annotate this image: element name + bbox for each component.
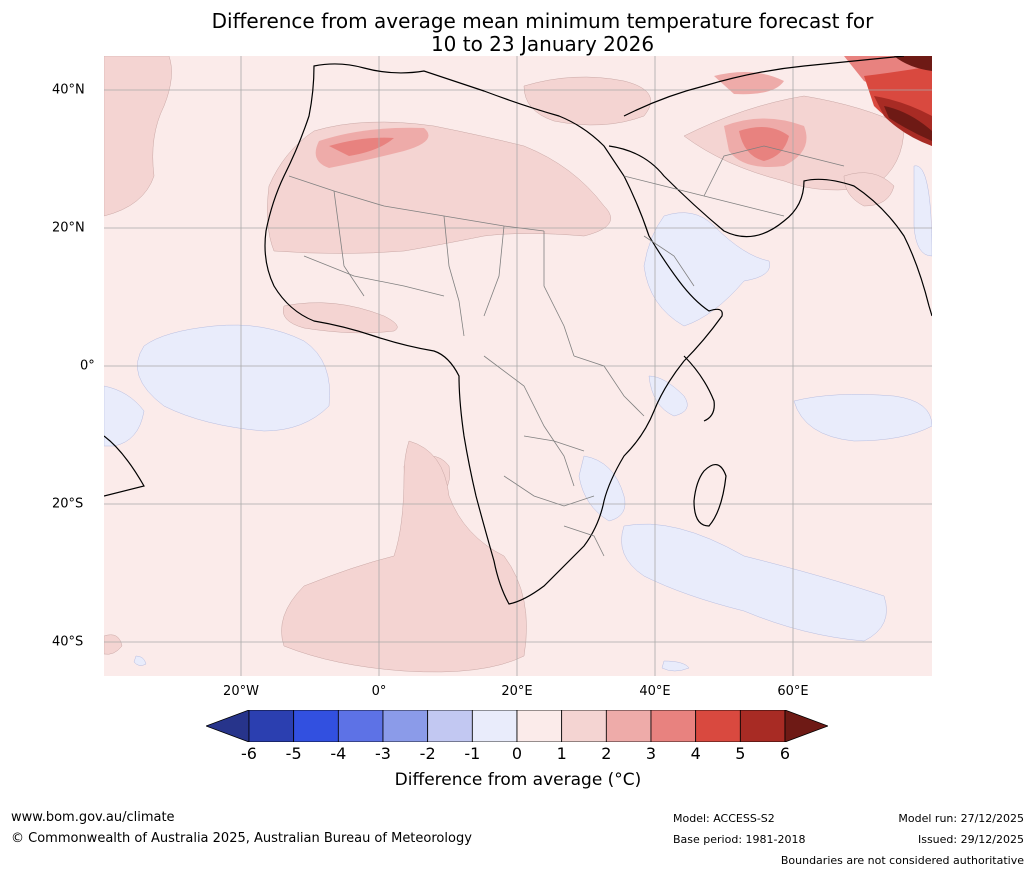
lat-label-equator: 0° bbox=[80, 358, 95, 374]
colorbar bbox=[206, 710, 828, 742]
colorbar-tick-label: 0 bbox=[511, 744, 523, 763]
lat-label-20s: 20°S bbox=[52, 496, 84, 512]
colorbar-extend-low bbox=[206, 710, 250, 742]
colorbar-tick-label: -6 bbox=[241, 744, 257, 763]
colorbar-tick-label: 3 bbox=[645, 744, 657, 763]
colorbar-segment bbox=[248, 710, 295, 742]
zone-north-atlantic bbox=[103, 55, 172, 217]
footer-copyright: © Commonwealth of Australia 2025, Austra… bbox=[11, 831, 472, 846]
footer-url[interactable]: www.bom.gov.au/climate bbox=[11, 810, 175, 825]
colorbar-tick-label: 2 bbox=[601, 744, 612, 763]
africa-coastline bbox=[264, 63, 723, 605]
colorbar-tick-label: 4 bbox=[690, 744, 701, 763]
title-line-2: 10 to 23 January 2026 bbox=[430, 32, 655, 56]
country-borders bbox=[288, 145, 845, 557]
colorbar-tick-label: 5 bbox=[735, 744, 746, 763]
colorbar-tick-label: -3 bbox=[375, 744, 391, 763]
zone-mediterranean bbox=[523, 76, 651, 126]
footer-base-period: Base period: 1981-2018 bbox=[673, 833, 806, 846]
footer-issued: Issued: 29/12/2025 bbox=[917, 833, 1024, 846]
zone-gulf-of-guinea bbox=[137, 324, 330, 432]
lake-coast bbox=[683, 355, 715, 422]
eurasia-coastline bbox=[623, 55, 905, 117]
colorbar-tick-label: -5 bbox=[285, 744, 302, 763]
zone-east-africa bbox=[648, 375, 688, 417]
lon-label-0: 0° bbox=[371, 684, 387, 699]
zone-west-atlantic bbox=[103, 385, 145, 447]
zone-caspian bbox=[714, 72, 784, 95]
lon-label-20w: 20°W bbox=[223, 684, 259, 699]
lat-label-40n: 40°N bbox=[52, 82, 85, 98]
graticule bbox=[104, 56, 932, 676]
colorbar-segment bbox=[337, 710, 384, 742]
zone-mozambique bbox=[578, 455, 626, 522]
zone-horn-of-africa bbox=[643, 212, 770, 327]
zone-far-south-west bbox=[103, 634, 123, 655]
colorbar-segment bbox=[650, 710, 697, 742]
title-line-1: Difference from average mean minimum tem… bbox=[211, 9, 874, 33]
zone-south-indian-ocean bbox=[621, 523, 887, 642]
chart-title: Difference from average mean minimum tem… bbox=[0, 10, 1035, 56]
colorbar-segment bbox=[561, 710, 607, 742]
lon-label-40e: 40°E bbox=[639, 684, 671, 699]
colorbar-extend-high bbox=[784, 710, 828, 742]
coastlines bbox=[103, 55, 933, 605]
colorbar-tick-label: -4 bbox=[330, 744, 347, 763]
colorbar-segment bbox=[471, 710, 518, 742]
zone-west-africa bbox=[282, 302, 398, 334]
zone-iran-south bbox=[843, 172, 895, 207]
colorbar-segment bbox=[293, 710, 339, 742]
lon-label-60e: 60°E bbox=[777, 684, 809, 699]
madagascar-coastline bbox=[693, 464, 727, 527]
anomaly-below-zones bbox=[103, 165, 933, 672]
arabia-india-coastline bbox=[608, 145, 933, 317]
colorbar-tick-label: 6 bbox=[779, 744, 791, 763]
map-canvas bbox=[103, 55, 933, 676]
colorbar-segment bbox=[382, 710, 429, 742]
zone-far-south-patch bbox=[133, 655, 147, 666]
zone-atlas-core bbox=[329, 137, 394, 156]
colorbar-segment bbox=[739, 710, 786, 742]
lat-label-40s: 40°S bbox=[52, 634, 84, 650]
colorbar-segment bbox=[605, 710, 652, 742]
lon-label-20e: 20°E bbox=[501, 684, 533, 699]
forecast-map bbox=[103, 55, 933, 676]
zone-south-atlantic bbox=[281, 440, 527, 673]
colorbar-label: Difference from average (°C) bbox=[394, 770, 642, 790]
colorbar-tick-label: -2 bbox=[419, 744, 436, 763]
colorbar-segment bbox=[695, 710, 741, 742]
zone-tibet-peak bbox=[894, 56, 932, 71]
footer-disclaimer: Boundaries are not considered authoritat… bbox=[780, 854, 1024, 867]
zone-south-patch bbox=[661, 660, 690, 672]
footer-model: Model: ACCESS-S2 bbox=[673, 812, 775, 825]
zone-himalaya-peak bbox=[884, 106, 932, 141]
south-america-coastline bbox=[103, 435, 145, 497]
colorbar-segment bbox=[427, 710, 473, 742]
zone-iran-core bbox=[739, 127, 789, 161]
colorbar-tick-label: 1 bbox=[556, 744, 567, 763]
footer-model-run: Model run: 27/12/2025 bbox=[898, 812, 1024, 825]
lat-label-20n: 20°N bbox=[52, 220, 85, 236]
anomaly-4-6-zones bbox=[864, 56, 932, 146]
anomaly-1-2-zones bbox=[103, 55, 905, 673]
colorbar-tick-label: -1 bbox=[464, 744, 481, 763]
colorbar-segment bbox=[516, 710, 563, 742]
